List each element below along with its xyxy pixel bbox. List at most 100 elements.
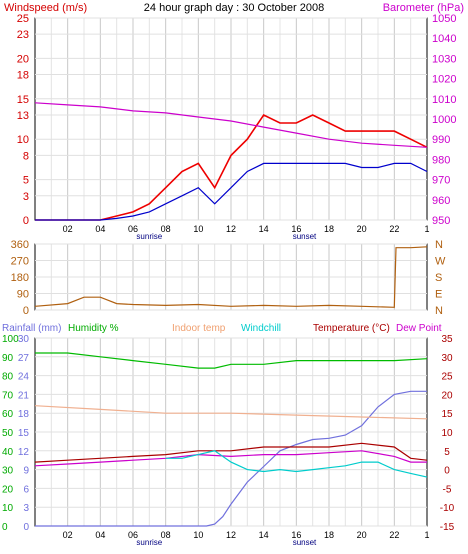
humidity-tick-label: 60 bbox=[2, 409, 14, 420]
barometer-tick-label: 970 bbox=[432, 175, 450, 187]
x-tick-label: 04 bbox=[95, 530, 105, 540]
chart-title: 24 hour graph day : 30 October 2008 bbox=[144, 2, 324, 14]
temperature-tick-label: 30 bbox=[441, 353, 453, 364]
barometer-tick-label: 1010 bbox=[432, 94, 456, 106]
temperature-tick-label: 35 bbox=[441, 334, 453, 345]
windchill-legend: Windchill bbox=[241, 323, 281, 334]
x-tick-label: 08 bbox=[161, 224, 171, 234]
rainfall-tick-label: 24 bbox=[18, 372, 30, 383]
humidity-tick-label: 80 bbox=[2, 372, 14, 383]
windspeed-tick-label: 18 bbox=[17, 70, 29, 82]
x-tick-label: 20 bbox=[357, 530, 367, 540]
humidity-tick-label: 70 bbox=[2, 390, 14, 401]
rainfall-tick-label: 9 bbox=[23, 466, 29, 477]
temperature-tick-label: -5 bbox=[443, 484, 452, 495]
x-tick-label: 12 bbox=[226, 224, 236, 234]
temperature-tick-label: 10 bbox=[441, 428, 453, 439]
series-windchill bbox=[165, 450, 428, 478]
x-tick-label: 18 bbox=[324, 224, 334, 234]
direction-tick-label: 0 bbox=[23, 305, 29, 317]
barometer-tick-label: 1000 bbox=[432, 114, 456, 126]
direction-tick-label: 360 bbox=[11, 239, 29, 251]
series-dew-point bbox=[34, 450, 427, 467]
temperature-tick-label: 25 bbox=[441, 372, 453, 383]
series-average bbox=[35, 162, 428, 221]
series-wind-direction bbox=[34, 246, 428, 308]
windspeed-tick-label: 20 bbox=[17, 53, 29, 65]
sunrise-label: sunrise bbox=[136, 232, 162, 241]
windspeed-tick-label: 10 bbox=[17, 134, 29, 146]
series-barometer bbox=[34, 102, 428, 148]
barometer-tick-label: 980 bbox=[432, 154, 450, 166]
x-tick-label: 20 bbox=[357, 224, 367, 234]
x-tick-label: 16 bbox=[291, 530, 301, 540]
humidity-tick-label: 40 bbox=[2, 447, 14, 458]
rainfall-tick-label: 27 bbox=[18, 353, 30, 364]
humidity-tick-label: 0 bbox=[2, 522, 8, 533]
barometer-tick-label: 1050 bbox=[432, 13, 456, 25]
x-tick-label: 1 bbox=[424, 224, 429, 234]
temperature-legend: Temperature (°C) bbox=[313, 323, 390, 334]
x-tick-label: 10 bbox=[193, 224, 203, 234]
series-indoor-temp bbox=[34, 405, 428, 420]
rainfall-tick-label: 15 bbox=[18, 428, 30, 439]
rainfall-tick-label: 0 bbox=[23, 522, 29, 533]
windspeed-tick-label: 15 bbox=[17, 94, 29, 106]
rainfall-tick-label: 30 bbox=[18, 334, 30, 345]
windspeed-axis-title: Windspeed (m/s) bbox=[4, 2, 87, 14]
barometer-tick-label: 990 bbox=[432, 134, 450, 146]
compass-label: N bbox=[435, 239, 443, 251]
windspeed-tick-label: 3 bbox=[23, 191, 29, 203]
rainfall-tick-label: 18 bbox=[18, 409, 30, 420]
barometer-tick-label: 960 bbox=[432, 195, 450, 207]
rainfall-tick-label: 12 bbox=[18, 447, 30, 458]
compass-label: N bbox=[435, 305, 443, 317]
temperature-tick-label: 5 bbox=[444, 447, 450, 458]
sunset-label: sunset bbox=[293, 538, 317, 547]
rainfall-legend: Rainfall (mm) bbox=[2, 323, 61, 334]
x-tick-label: 12 bbox=[226, 530, 236, 540]
humidity-tick-label: 90 bbox=[2, 353, 14, 364]
x-tick-label: 08 bbox=[161, 530, 171, 540]
temperature-tick-label: 20 bbox=[441, 390, 453, 401]
indoor-temp-legend: Indoor temp bbox=[172, 323, 226, 334]
windspeed-tick-label: 0 bbox=[23, 215, 29, 227]
windspeed-tick-label: 25 bbox=[17, 13, 29, 25]
series-gust bbox=[35, 113, 428, 221]
series-temperature bbox=[34, 442, 428, 463]
windspeed-tick-label: 8 bbox=[23, 150, 29, 162]
humidity-tick-label: 50 bbox=[2, 428, 14, 439]
rainfall-tick-label: 3 bbox=[23, 503, 29, 514]
temperature-tick-label: -15 bbox=[440, 522, 455, 533]
x-tick-label: 18 bbox=[324, 530, 334, 540]
direction-tick-label: 90 bbox=[17, 289, 29, 301]
compass-label: W bbox=[435, 256, 446, 268]
barometer-tick-label: 1020 bbox=[432, 74, 456, 86]
x-tick-label: 04 bbox=[95, 224, 105, 234]
humidity-tick-label: 20 bbox=[2, 484, 14, 495]
temperature-tick-label: 15 bbox=[441, 409, 453, 420]
direction-tick-label: 180 bbox=[11, 272, 29, 284]
barometer-tick-label: 1040 bbox=[432, 33, 456, 45]
dewpoint-legend: Dew Point bbox=[396, 323, 442, 334]
temperature-tick-label: -10 bbox=[440, 503, 455, 514]
humidity-tick-label: 30 bbox=[2, 466, 14, 477]
x-tick-label: 06 bbox=[128, 224, 138, 234]
humidity-legend: Humidity % bbox=[68, 323, 119, 334]
series-rainfall bbox=[35, 390, 427, 527]
sunrise-label: sunrise bbox=[136, 538, 162, 547]
x-tick-label: 14 bbox=[259, 530, 269, 540]
x-tick-label: 16 bbox=[291, 224, 301, 234]
windspeed-tick-label: 23 bbox=[17, 29, 29, 41]
x-tick-label: 10 bbox=[193, 530, 203, 540]
rainfall-tick-label: 21 bbox=[18, 390, 30, 401]
x-tick-label: 22 bbox=[389, 530, 399, 540]
direction-tick-label: 270 bbox=[11, 256, 29, 268]
x-tick-label: 06 bbox=[128, 530, 138, 540]
humidity-tick-label: 100 bbox=[2, 334, 19, 345]
windspeed-tick-label: 13 bbox=[17, 110, 29, 122]
rainfall-tick-label: 6 bbox=[23, 484, 29, 495]
x-tick-label: 14 bbox=[259, 224, 269, 234]
x-tick-label: 02 bbox=[63, 224, 73, 234]
